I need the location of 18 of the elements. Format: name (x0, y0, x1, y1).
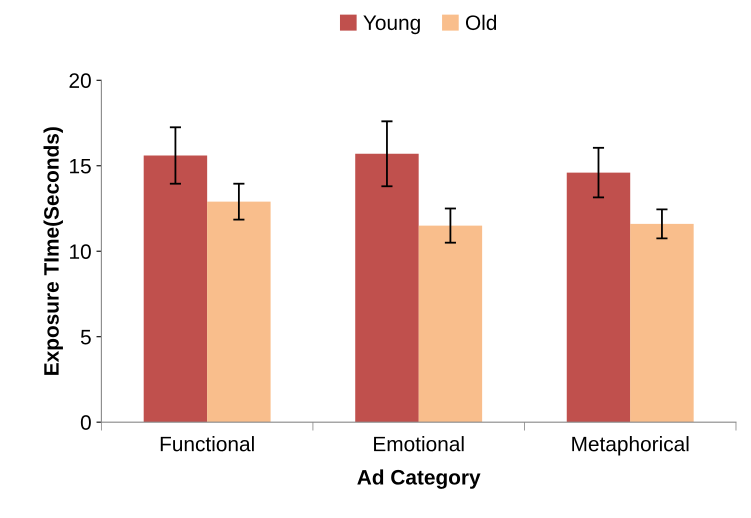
bar (144, 156, 208, 422)
y-tick-label: 5 (80, 330, 91, 344)
x-tick-label: Functional (160, 436, 254, 452)
x-tick-label: Metaphorical (572, 436, 688, 456)
y-tick-label: 0 (80, 415, 91, 430)
x-axis-title: Ad Category (357, 469, 481, 489)
bar (418, 226, 482, 422)
bar (630, 224, 694, 422)
legend-label: Old (466, 14, 496, 30)
bar (566, 172, 630, 422)
x-tick-label: Emotional (374, 436, 464, 452)
legend-label: Young (363, 16, 420, 34)
y-axis-title: Exposure TIme(Seconds) (44, 127, 63, 375)
y-tick-label: 15 (70, 158, 91, 174)
bar (355, 154, 419, 422)
y-tick-label: 20 (70, 73, 91, 88)
y-tick-label: 10 (70, 244, 91, 259)
bar (207, 202, 271, 422)
